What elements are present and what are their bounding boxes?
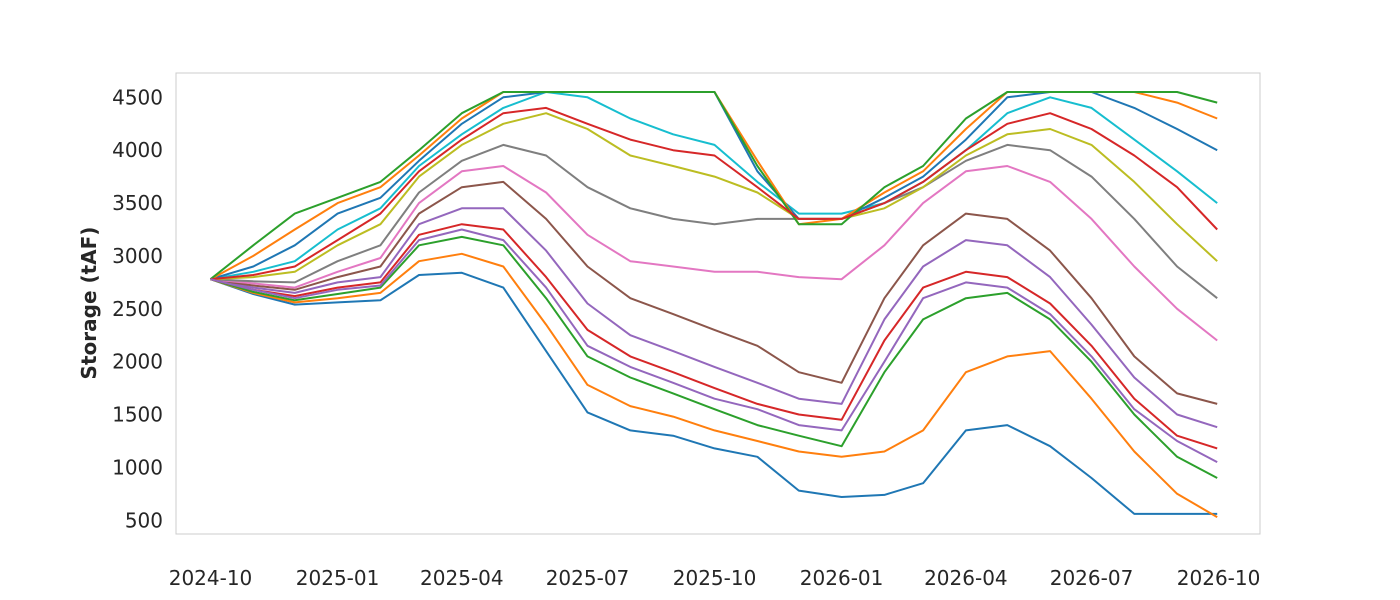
series-line xyxy=(210,252,1218,518)
y-tick-label: 3000 xyxy=(112,244,163,268)
x-tick-label: 2025-04 xyxy=(420,566,504,590)
y-tick-label: 3500 xyxy=(112,191,163,215)
series-line xyxy=(210,143,1218,299)
y-tick-label: 1000 xyxy=(112,455,163,479)
x-tick-label: 2026-10 xyxy=(1177,566,1261,590)
series-line xyxy=(210,91,1218,281)
x-tick-label: 2025-07 xyxy=(546,566,630,590)
series-line xyxy=(210,207,1218,429)
x-tick-label: 2024-10 xyxy=(169,566,253,590)
series-line xyxy=(210,165,1218,342)
y-tick-label: 500 xyxy=(125,508,163,532)
y-tick-label: 1500 xyxy=(112,403,163,427)
series-line xyxy=(210,235,1218,479)
y-tick-label: 2000 xyxy=(112,350,163,374)
x-tick-label: 2025-01 xyxy=(296,566,380,590)
y-axis-label: Storage (tAF) xyxy=(77,227,101,380)
series-line xyxy=(210,228,1218,463)
x-axis-ticks: 2024-10 2025-01 2025-04 2025-07 2025-10 2026-… xyxy=(169,566,1261,590)
x-tick-label: 2026-07 xyxy=(1050,566,1134,590)
series-line xyxy=(210,271,1218,515)
series-line xyxy=(210,223,1218,450)
y-tick-label: 4500 xyxy=(112,85,163,109)
series-layer xyxy=(209,91,1218,518)
y-tick-label: 4000 xyxy=(112,138,163,162)
x-tick-label: 2026-04 xyxy=(924,566,1008,590)
series-line xyxy=(210,180,1218,405)
series-line xyxy=(209,91,1218,280)
x-tick-label: 2026-01 xyxy=(800,566,884,590)
plot-frame xyxy=(175,72,1261,535)
y-axis-ticks: 500 1000 1500 2000 2500 3000 3500 4000 4500 xyxy=(112,85,163,532)
series-line xyxy=(210,112,1218,281)
y-tick-label: 2500 xyxy=(112,297,163,321)
x-tick-label: 2025-10 xyxy=(673,566,757,590)
series-line xyxy=(210,106,1218,281)
